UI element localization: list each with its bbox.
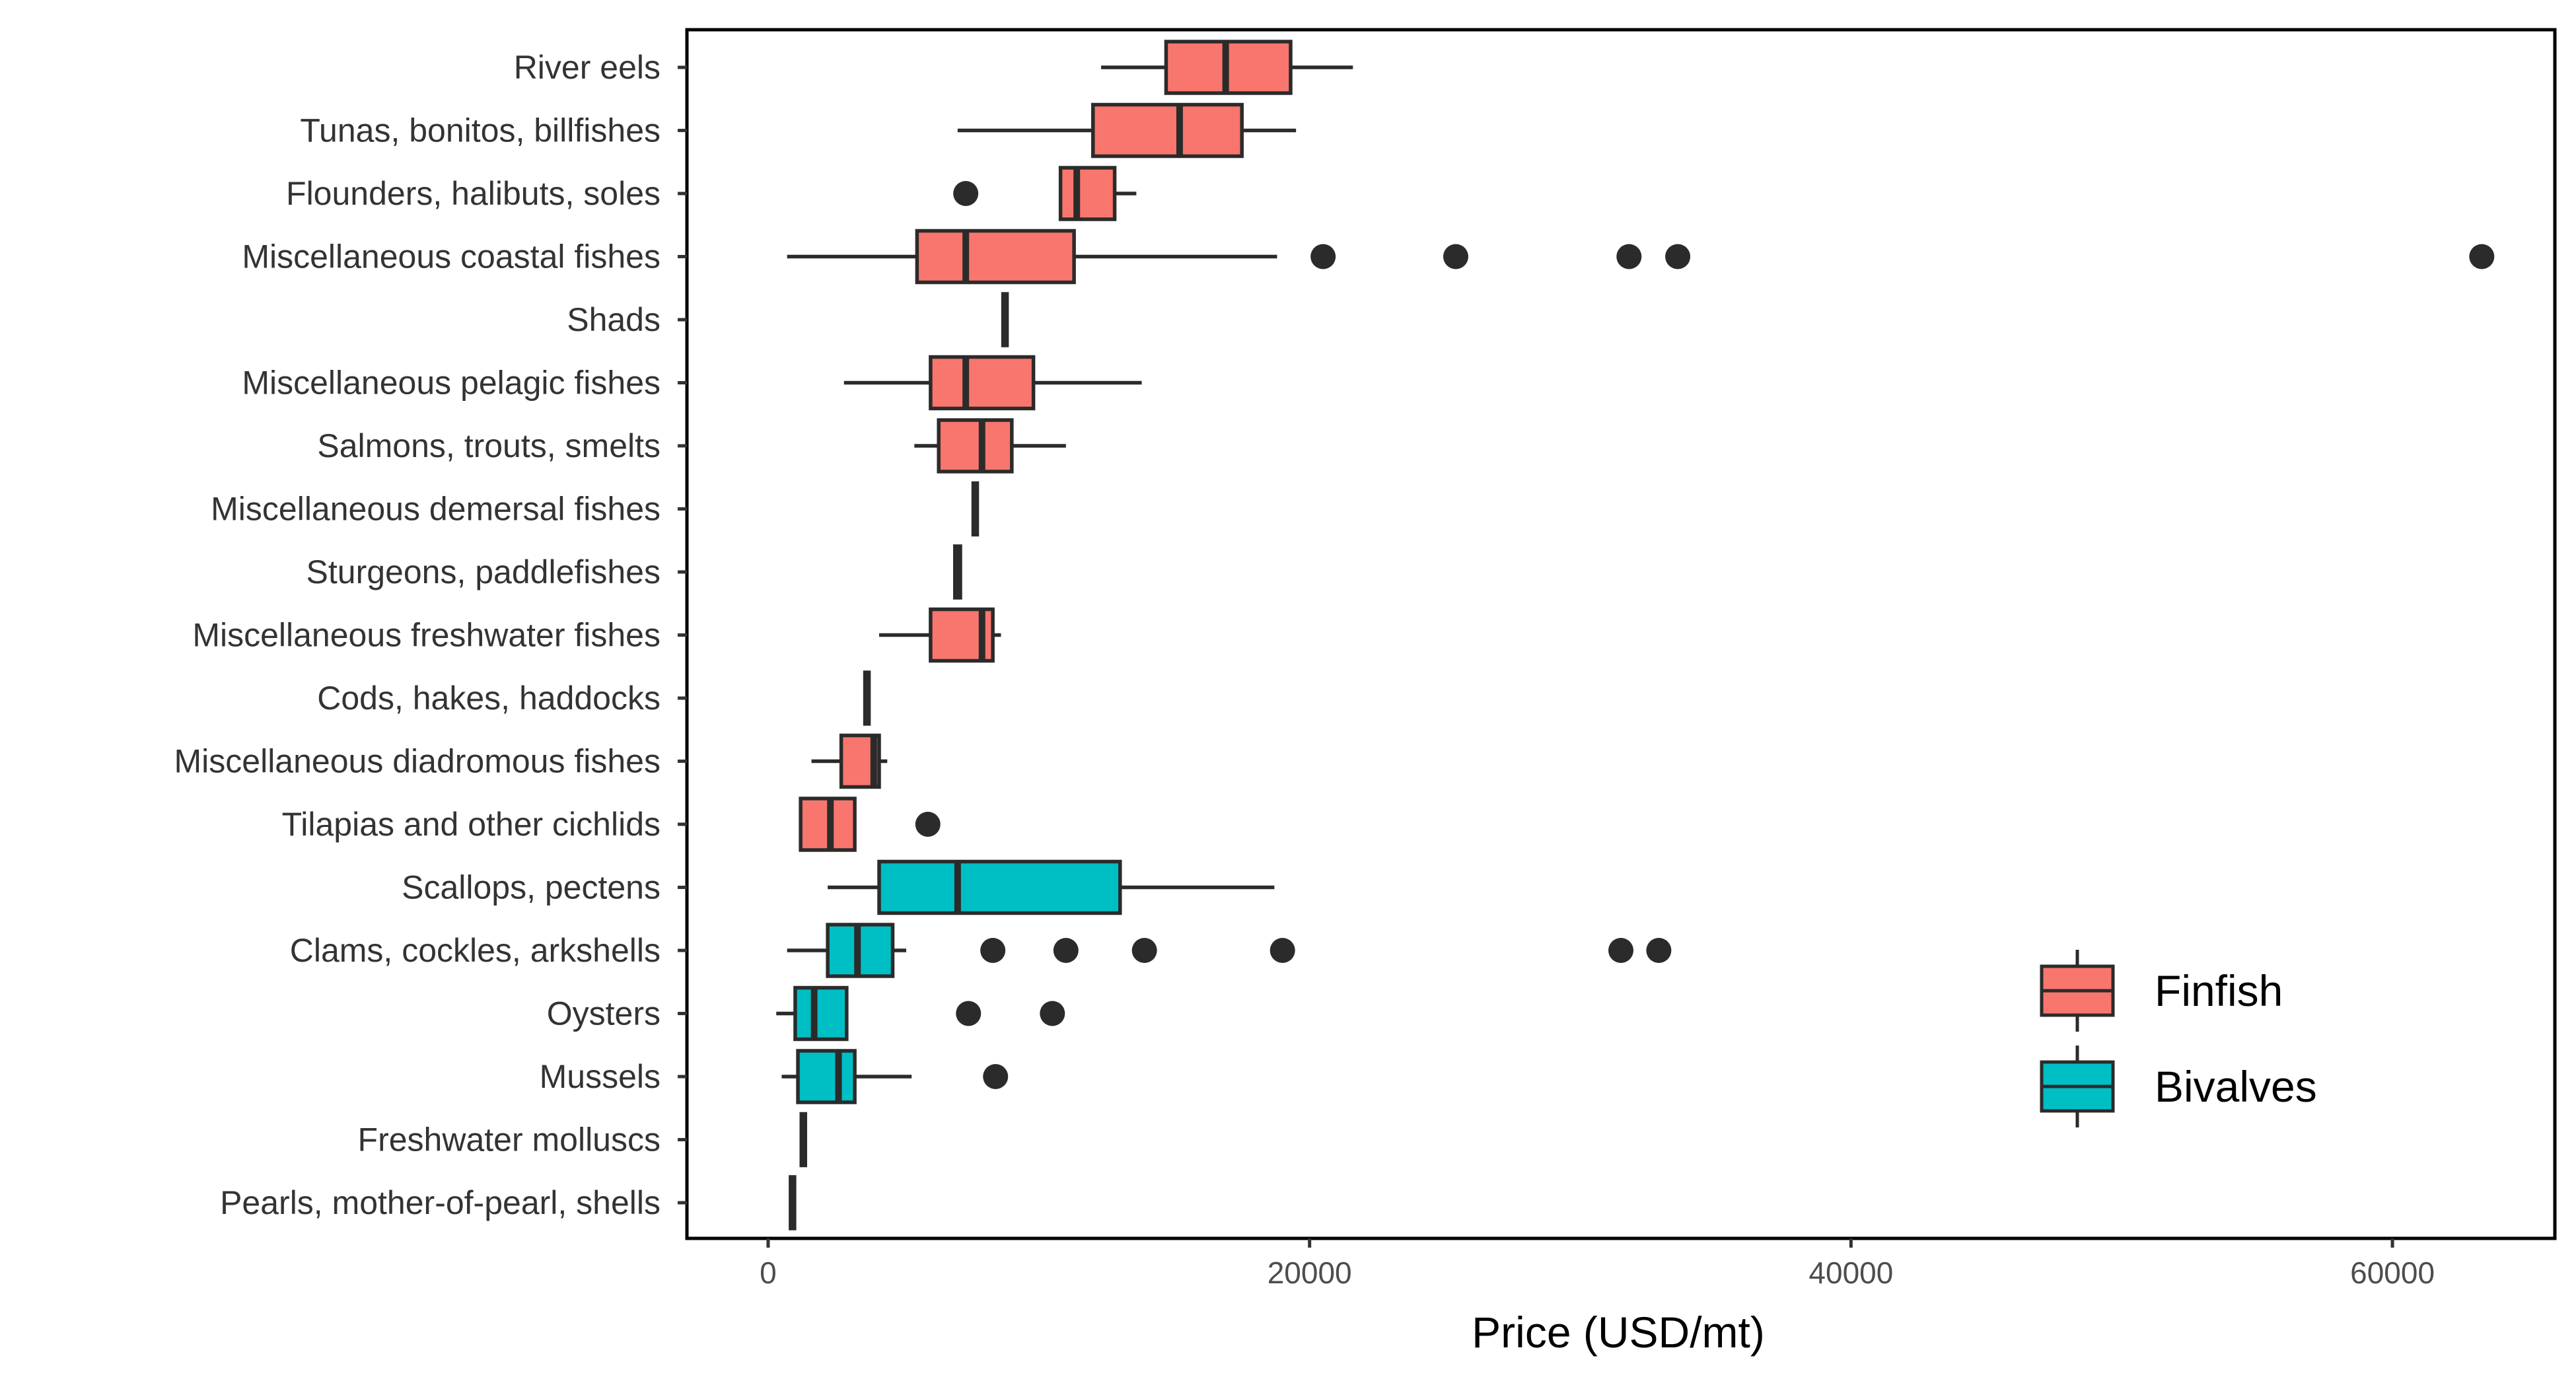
y-tick-label: Miscellaneous freshwater fishes [192,617,661,654]
box-pearls-mother-of-pearl-shells [789,1175,797,1230]
box-miscellaneous-diadromous-fishes [811,733,888,789]
outlier-point [1053,938,1079,963]
x-tick-label: 20000 [1268,1256,1352,1290]
outlier-point [953,181,979,206]
plot-area [776,40,2495,1230]
y-tick-label: Clams, cockles, arkshells [290,932,661,969]
y-tick-label: Mussels [540,1058,661,1095]
outlier-point [956,1001,982,1026]
box-iqr [937,418,1014,474]
box-oysters [776,985,1065,1042]
box-river-eels [1101,40,1353,95]
y-tick-label: Flounders, halibuts, soles [286,175,661,212]
outlier-point [915,812,941,837]
box-clams-cockles-arkshells [787,923,1672,978]
y-tick-label: Miscellaneous pelagic fishes [242,365,661,402]
outlier-point [1665,244,1691,269]
y-tick-label: Salmons, trouts, smelts [317,427,661,464]
box-iqr [1058,166,1117,221]
box-iqr [915,229,1076,285]
y-tick-label: Scallops, pectens [402,869,661,906]
legend-label: Bivalves [2155,1062,2317,1111]
y-tick-label: Miscellaneous demersal fishes [211,491,661,528]
box-miscellaneous-freshwater-fishes [878,607,1001,663]
box-scallops-pectens [828,859,1275,915]
outlier-point [1040,1001,1065,1026]
box-miscellaneous-demersal-fishes [971,481,980,537]
y-tick-label: Freshwater molluscs [358,1121,661,1158]
box-cods-hakes-haddocks [863,670,871,726]
y-tick-label: River eels [514,49,661,86]
x-tick-label: 0 [760,1256,777,1290]
box-miscellaneous-coastal-fishes [787,229,2495,285]
y-tick-label: Miscellaneous coastal fishes [242,238,661,275]
outlier-point [1608,938,1633,963]
box-iqr [877,859,1122,915]
outlier-point [1310,244,1336,269]
outlier-point [983,1064,1009,1089]
y-tick-label: Miscellaneous diadromous fishes [174,743,661,780]
box-salmons-trouts-smelts [914,418,1066,474]
y-tick-label: Oysters [547,995,661,1032]
outlier-point [1270,938,1295,963]
y-tick-label: Sturgeons, paddlefishes [306,553,661,590]
box-shads [1001,292,1009,347]
y-tick-label: Tilapias and other cichlids [282,806,661,843]
y-tick-label: Pearls, mother-of-pearl, shells [220,1184,661,1221]
axes: River eels Tunas, bonitos, billfishes Flou… [174,28,2557,1290]
outlier-point [1131,938,1157,963]
x-tick-label: 40000 [1808,1256,1893,1290]
box-tunas-bonitos-billfishes [957,102,1297,159]
x-axis-title: Price (USD/mt) [1472,1308,1765,1357]
legend: Finfish Bivalves [2040,950,2317,1127]
y-tick-label: Cods, hakes, haddocks [317,680,661,717]
y-tick-label: Shads [567,301,661,338]
y-tick-label: Tunas, bonitos, billfishes [300,112,661,149]
box-sturgeons-paddlefishes [953,544,962,600]
box-iqr [1091,102,1244,159]
box-tilapias-and-other-cichlids [799,797,941,852]
outlier-point [980,938,1006,963]
legend-label: Finfish [2155,966,2283,1015]
legend-item-finfish: Finfish [2040,950,2283,1032]
box-mussels [781,1049,1009,1104]
box-flounders-halibuts-soles [953,166,1137,221]
legend-item-bivalves: Bivalves [2040,1046,2317,1127]
box-iqr [929,355,1036,411]
outlier-point [1646,938,1672,963]
outlier-point [2469,244,2495,269]
box-iqr [796,1049,857,1104]
box-miscellaneous-pelagic-fishes [843,355,1142,411]
box-freshwater-molluscs [799,1112,807,1168]
box-iqr [793,985,849,1042]
outlier-point [1443,244,1468,269]
x-tick-label: 60000 [2350,1256,2435,1290]
outlier-point [1616,244,1642,269]
